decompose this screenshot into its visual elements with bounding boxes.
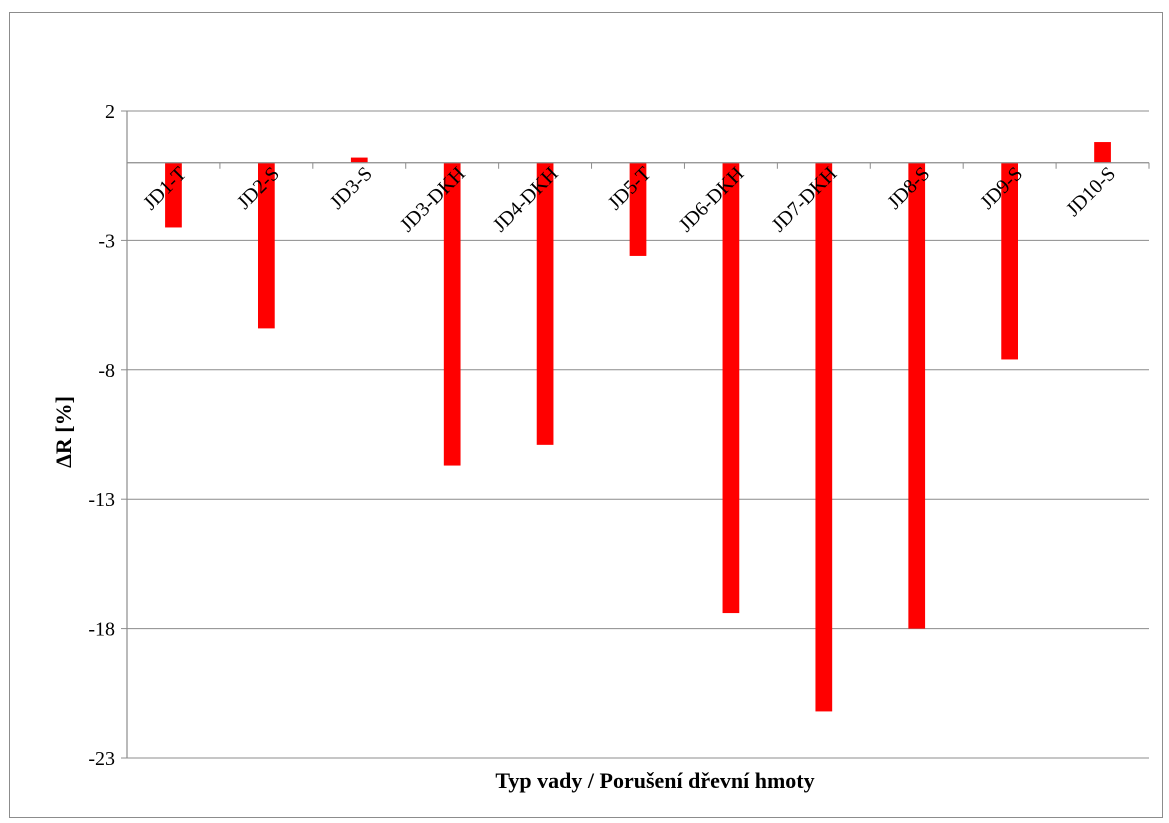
bars xyxy=(165,142,1111,712)
bar-jd9-s xyxy=(1001,162,1018,360)
bar-jd7-dkh xyxy=(815,162,833,712)
x-axis-title: Typ vady / Porušení dřevní hmoty xyxy=(495,768,814,793)
bar-jd4-dkh xyxy=(536,162,554,445)
x-tick-label: JD3-S xyxy=(326,163,377,214)
y-axis-title: ΔR [%] xyxy=(51,396,76,468)
y-tick-label: -23 xyxy=(88,748,115,770)
bar-jd6-dkh xyxy=(722,162,740,614)
y-tick-label: -18 xyxy=(88,619,115,641)
bar-jd8-s xyxy=(908,162,926,629)
grid-lines xyxy=(121,110,1149,759)
x-tick-label: JD10-S xyxy=(1062,163,1120,221)
y-tick-labels: 2 -3 -8 -13 -18 -23 xyxy=(88,101,115,770)
bar-jd3-dkh xyxy=(443,162,461,466)
y-tick-label: -8 xyxy=(98,360,115,382)
y-tick-label: -3 xyxy=(98,230,115,252)
bar-jd2-s xyxy=(258,162,275,329)
bar-jd3-s xyxy=(350,157,368,163)
bar-jd5-t xyxy=(629,162,647,256)
y-tick-label: -13 xyxy=(88,489,115,511)
chart-frame xyxy=(9,12,1163,818)
y-tick-label: 2 xyxy=(105,101,115,123)
bar-jd10-s xyxy=(1094,142,1111,163)
axes xyxy=(126,111,1150,758)
bar-jd1-t xyxy=(165,162,182,228)
